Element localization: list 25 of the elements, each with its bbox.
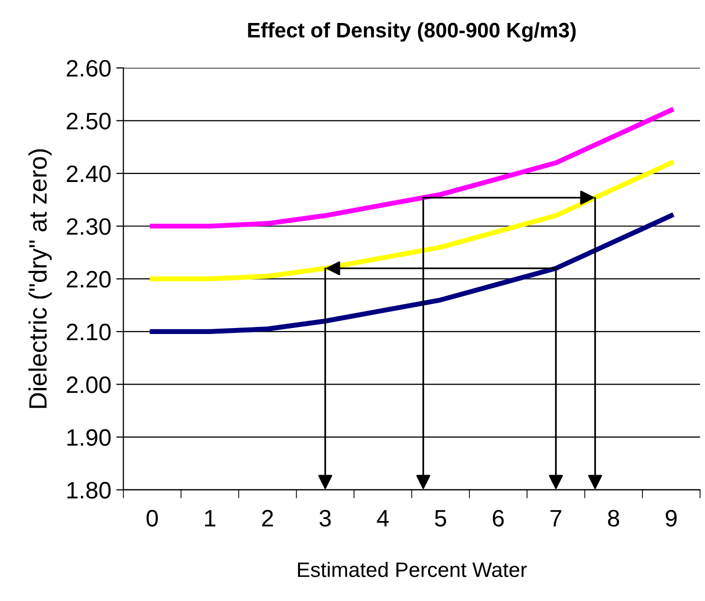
x-tick-label: 4 xyxy=(376,510,389,526)
y-tick-label: 1.80 xyxy=(67,482,111,499)
x-tick-label: 5 xyxy=(434,510,446,527)
y-tick-label: 2.00 xyxy=(66,376,111,394)
y-tick-label: 2.50 xyxy=(66,112,111,130)
x-tick-label: 2 xyxy=(262,510,273,526)
y-tick-label: 1.90 xyxy=(67,429,111,446)
x-tick-label: 1 xyxy=(205,510,216,526)
y-tick-label: 2.20 xyxy=(66,270,111,288)
chart-title: Effect of Density (800-900 Kg/m3) xyxy=(248,22,576,42)
line-series xyxy=(150,160,674,282)
x-tick-label: 0 xyxy=(146,510,158,527)
y-tick-label: 2.10 xyxy=(66,324,111,340)
y-tick-label: 2.60 xyxy=(66,60,111,77)
y-tick-label: 2.30 xyxy=(66,218,111,235)
x-tick-label: 8 xyxy=(608,510,620,527)
line-series xyxy=(150,108,674,229)
x-tick-label: 6 xyxy=(492,510,504,527)
y-tick-label: 2.40 xyxy=(66,165,111,182)
y-axis-title: Dielectric ("dry" at zero) xyxy=(28,149,52,408)
x-tick-label: 7 xyxy=(550,510,562,526)
line-series xyxy=(150,213,674,334)
x-tick-label: 9 xyxy=(666,510,677,527)
x-tick-label: 3 xyxy=(320,510,331,527)
x-axis-title: Estimated Percent Water xyxy=(298,562,527,578)
